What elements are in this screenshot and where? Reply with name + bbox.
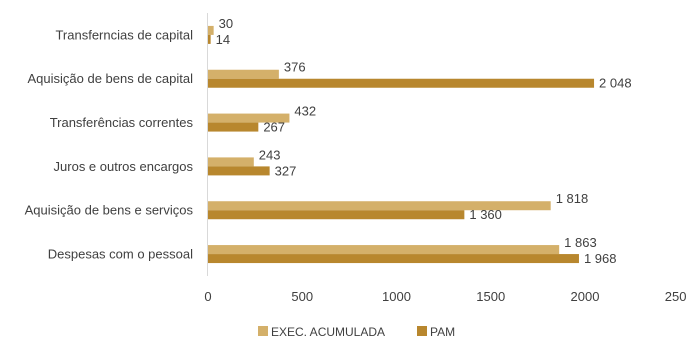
bar-exec-acumulada	[208, 69, 279, 79]
data-label: 327	[275, 163, 297, 178]
legend-swatch	[258, 326, 268, 336]
x-tick-label: 1000	[382, 289, 411, 304]
data-label: 1 968	[584, 251, 617, 266]
category-labels: Transferncias de capital Aquisição de ben…	[25, 27, 194, 261]
x-tick-label: 1500	[476, 289, 505, 304]
x-tick-label: 2500	[665, 289, 687, 304]
data-label: 1 360	[469, 207, 502, 222]
data-label: 2 048	[599, 76, 632, 91]
bar-exec-acumulada	[208, 201, 551, 211]
bar-pam	[208, 166, 270, 176]
bar-exec-acumulada	[208, 25, 214, 35]
x-axis-ticks: 0 500 1000 1500 2000 2500	[204, 289, 687, 304]
data-label: 243	[259, 147, 281, 162]
bar-pam	[208, 34, 211, 44]
legend-label: PAM	[430, 325, 455, 339]
data-label: 267	[263, 120, 285, 135]
bar-pam	[208, 254, 579, 264]
category-label: Aquisição de bens e serviços	[25, 203, 194, 218]
data-label: 432	[294, 104, 316, 119]
category-label: Juros e outros encargos	[54, 159, 194, 174]
data-label: 376	[284, 60, 306, 75]
data-label: 1 818	[556, 191, 589, 206]
bar-exec-acumulada	[208, 113, 290, 123]
data-label: 1 863	[564, 235, 597, 250]
x-tick-label: 2000	[571, 289, 600, 304]
bar-pam	[208, 122, 259, 132]
x-tick-label: 500	[291, 289, 313, 304]
category-label: Transferências correntes	[50, 115, 194, 130]
category-label: Despesas com o pessoal	[48, 247, 193, 262]
legend-label: EXEC. ACUMULADA	[271, 325, 385, 339]
bar-exec-acumulada	[208, 157, 254, 167]
data-label: 14	[216, 32, 230, 47]
category-label: Transferncias de capital	[55, 27, 193, 42]
legend: EXEC. ACUMULADA PAM	[258, 325, 455, 339]
bar-pam	[208, 210, 465, 220]
bar-pam	[208, 78, 595, 88]
bar-exec-acumulada	[208, 245, 560, 255]
bars	[208, 25, 595, 264]
category-label: Aquisição de bens de capital	[27, 71, 193, 86]
data-label: 30	[219, 16, 233, 31]
x-tick-label: 0	[204, 289, 211, 304]
legend-swatch	[417, 326, 427, 336]
